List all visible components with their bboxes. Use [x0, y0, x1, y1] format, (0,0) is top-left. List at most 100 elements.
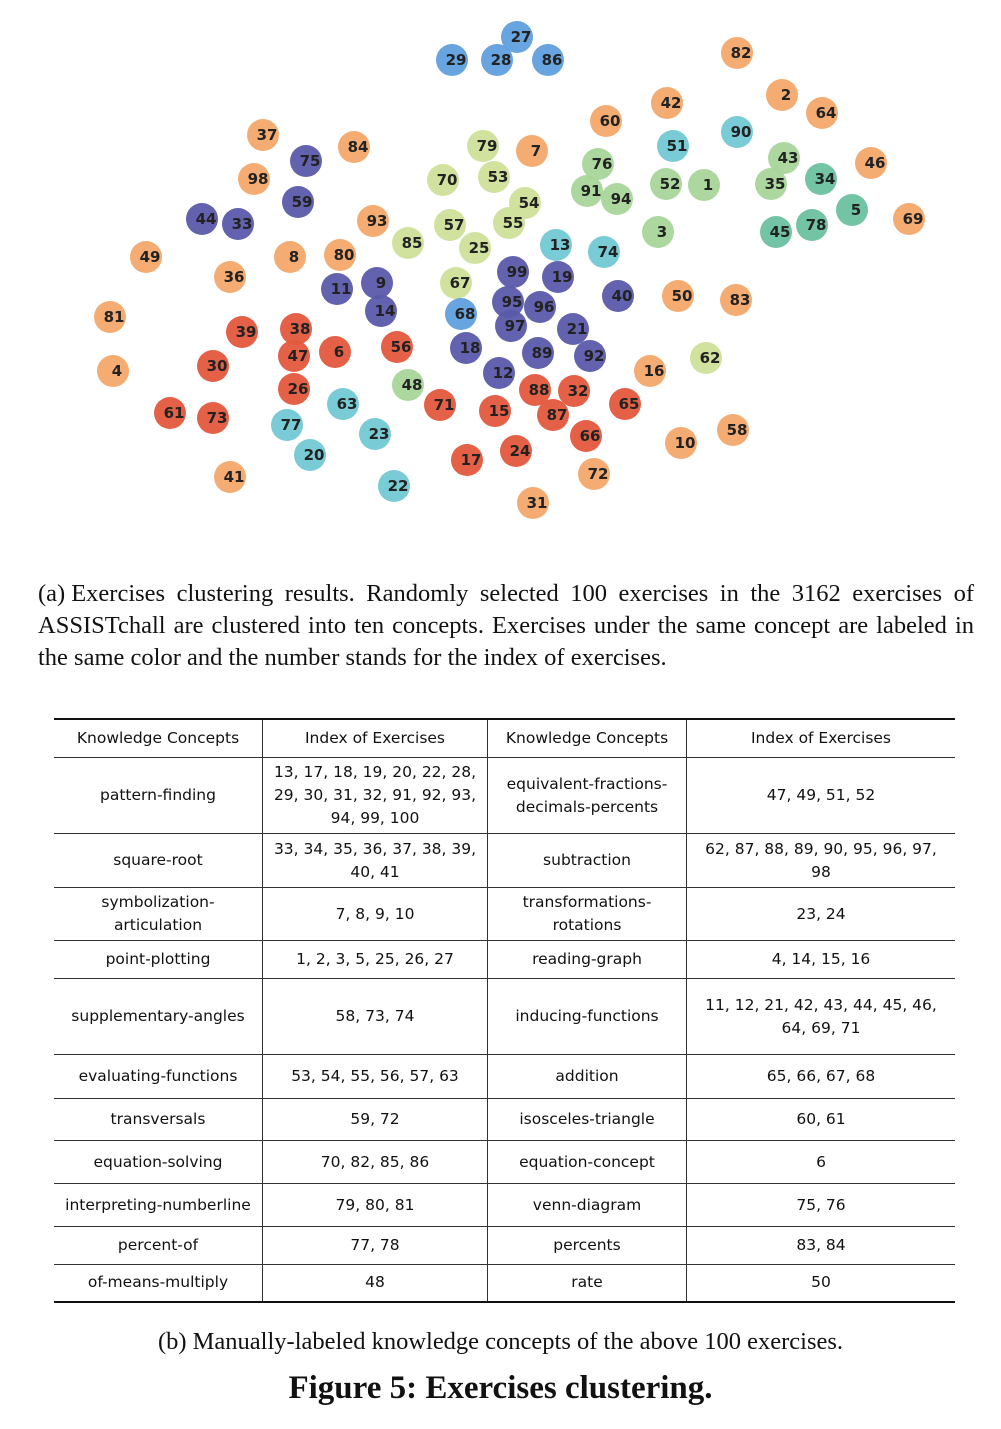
- exercise-point-label: 25: [469, 239, 490, 257]
- exercise-point-71: [424, 389, 456, 421]
- exercise-point-label: 23: [369, 425, 390, 443]
- index-cell: 79, 80, 81: [262, 1183, 488, 1227]
- exercise-point-label: 28: [491, 51, 512, 69]
- exercise-point-48: [392, 369, 424, 401]
- exercise-point-label: 29: [446, 51, 467, 69]
- exercise-point-52: [650, 168, 682, 200]
- caption-b: (b) Manually-labeled knowledge concepts …: [157, 1328, 844, 1355]
- index-cell: 11, 12, 21, 42, 43, 44, 45, 46, 64, 69, …: [686, 978, 955, 1055]
- exercise-point-label: 18: [460, 339, 481, 357]
- exercise-point-40: [602, 280, 634, 312]
- exercise-point-label: 75: [300, 152, 321, 170]
- exercise-point-label: 51: [667, 137, 688, 155]
- index-cell: 59, 72: [262, 1098, 488, 1141]
- exercise-point-label: 30: [207, 357, 228, 375]
- exercise-point-label: 69: [903, 210, 924, 228]
- exercise-point-label: 22: [388, 477, 409, 495]
- exercise-point-label: 47: [288, 347, 309, 365]
- exercise-point-9: [361, 267, 393, 299]
- exercise-point-23: [359, 418, 391, 450]
- exercise-point-label: 41: [224, 468, 245, 486]
- exercise-point-label: 48: [402, 376, 423, 394]
- exercise-point-2: [766, 79, 798, 111]
- exercise-point-44: [186, 203, 218, 235]
- table-row: symbolization-articulation 7, 8, 9, 10 t…: [54, 887, 955, 941]
- concept-cell: transformations-rotations: [487, 887, 687, 941]
- exercise-point-label: 63: [337, 395, 358, 413]
- exercise-point-33: [222, 208, 254, 240]
- concept-cell: subtraction: [487, 833, 687, 888]
- exercise-point-30: [197, 350, 229, 382]
- exercise-point-68: [445, 298, 477, 330]
- exercise-point-61: [154, 397, 186, 429]
- exercise-point-91: [571, 175, 603, 207]
- exercise-point-11: [321, 273, 353, 305]
- exercise-point-65: [609, 388, 641, 420]
- exercise-point-5: [836, 194, 868, 226]
- exercise-point-95: [492, 286, 524, 318]
- exercise-point-label: 20: [304, 446, 325, 464]
- exercise-point-55: [493, 207, 525, 239]
- exercise-point-label: 27: [511, 28, 532, 46]
- exercise-point-label: 17: [461, 451, 482, 469]
- exercise-point-31: [517, 487, 549, 519]
- exercise-point-82: [721, 37, 753, 69]
- exercise-point-label: 88: [529, 381, 550, 399]
- exercise-point-label: 40: [612, 287, 633, 305]
- exercise-point-label: 37: [257, 126, 278, 144]
- exercise-point-58: [717, 414, 749, 446]
- exercise-point-label: 65: [619, 395, 640, 413]
- exercise-point-47: [278, 340, 310, 372]
- exercise-point-19: [542, 261, 574, 293]
- exercise-point-85: [392, 227, 424, 259]
- exercise-point-29: [436, 44, 468, 76]
- exercise-point-69: [893, 203, 925, 235]
- exercise-point-53: [478, 161, 510, 193]
- exercise-point-label: 94: [611, 190, 632, 208]
- exercise-point-67: [440, 267, 472, 299]
- exercise-point-label: 97: [505, 317, 526, 335]
- exercise-point-24: [500, 435, 532, 467]
- exercise-point-label: 79: [477, 137, 498, 155]
- concept-cell: percents: [487, 1226, 687, 1265]
- exercise-point-12: [483, 357, 515, 389]
- exercise-point-84: [338, 131, 370, 163]
- exercise-point-label: 26: [288, 380, 309, 398]
- exercise-point-70: [427, 164, 459, 196]
- exercise-point-7: [516, 135, 548, 167]
- exercise-point-81: [94, 301, 126, 333]
- exercise-point-83: [720, 284, 752, 316]
- exercise-point-label: 54: [519, 194, 540, 212]
- index-cell: 77, 78: [262, 1226, 488, 1265]
- exercise-point-76: [582, 148, 614, 180]
- exercise-point-label: 16: [644, 362, 665, 380]
- exercise-point-label: 9: [376, 274, 386, 292]
- exercise-point-79: [467, 130, 499, 162]
- exercise-point-8: [274, 241, 306, 273]
- exercise-point-label: 15: [489, 402, 510, 420]
- exercise-point-25: [459, 232, 491, 264]
- index-cell: 47, 49, 51, 52: [686, 757, 955, 834]
- exercise-point-label: 10: [675, 434, 696, 452]
- index-cell: 33, 34, 35, 36, 37, 38, 39, 40, 41: [262, 833, 488, 888]
- exercise-point-label: 85: [402, 234, 423, 252]
- exercise-point-label: 80: [334, 246, 355, 264]
- exercise-point-74: [588, 236, 620, 268]
- index-cell: 1, 2, 3, 5, 25, 26, 27: [262, 940, 488, 979]
- exercise-point-35: [755, 168, 787, 200]
- exercise-point-label: 62: [700, 349, 721, 367]
- exercise-point-label: 5: [851, 201, 861, 219]
- index-cell: 48: [262, 1264, 488, 1303]
- exercise-point-label: 84: [348, 138, 369, 156]
- exercise-point-label: 93: [367, 212, 388, 230]
- exercise-point-45: [760, 216, 792, 248]
- concept-cell: inducing-functions: [487, 978, 687, 1055]
- index-cell: 4, 14, 15, 16: [686, 940, 955, 979]
- exercise-point-18: [450, 332, 482, 364]
- index-cell: 53, 54, 55, 56, 57, 63: [262, 1054, 488, 1099]
- exercise-point-46: [855, 147, 887, 179]
- exercise-point-34: [805, 163, 837, 195]
- exercise-point-label: 56: [391, 338, 412, 356]
- exercise-point-label: 38: [290, 320, 311, 338]
- exercise-point-75: [290, 145, 322, 177]
